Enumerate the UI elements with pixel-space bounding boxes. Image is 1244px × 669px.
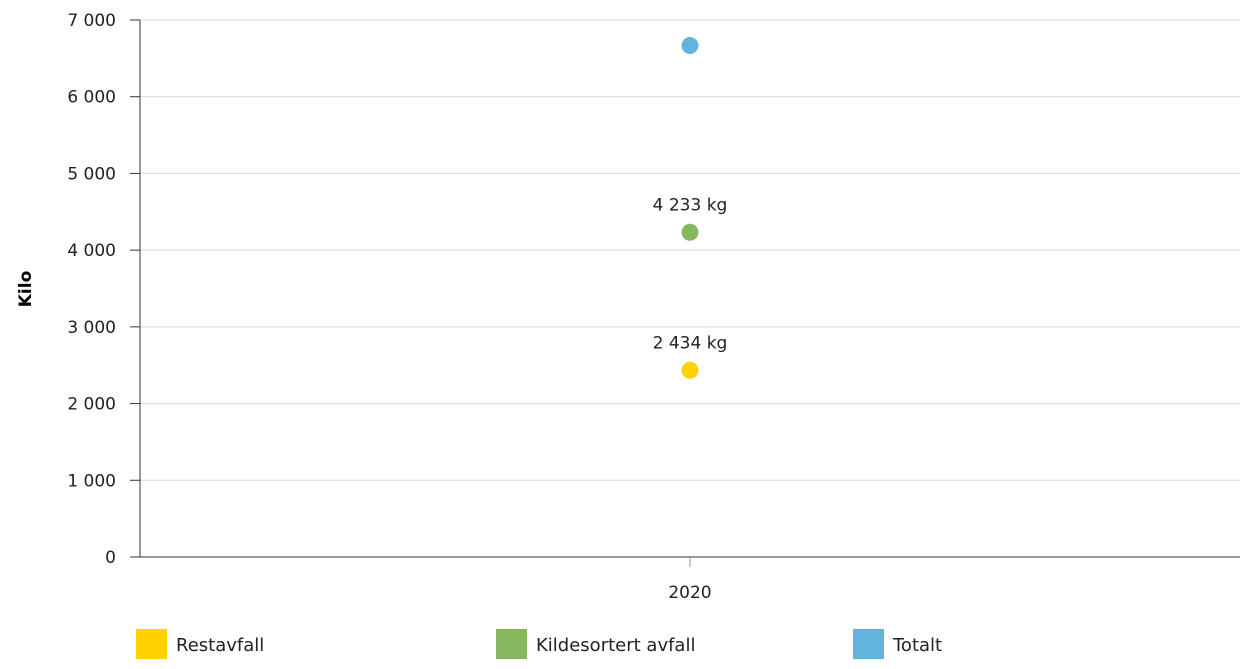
data-point-restavfall[interactable] [681, 361, 699, 379]
y-tick-label: 3 000 [67, 318, 116, 338]
data-label: 4 233 kg [653, 195, 728, 215]
data-labels: 2 434 kg 4 233 kg [653, 195, 728, 353]
y-tick-label: 5 000 [67, 164, 116, 184]
legend-label: Totalt [892, 635, 942, 656]
y-tick-label: 4 000 [67, 241, 116, 261]
legend: Restavfall Kildesortert avfall Totalt [136, 629, 942, 659]
data-points [681, 37, 699, 379]
y-tick-label: 2 000 [67, 395, 116, 415]
x-tick-label: 2020 [668, 583, 711, 603]
data-point-totalt[interactable] [681, 37, 699, 55]
legend-label: Kildesortert avfall [536, 635, 695, 656]
y-tick-label: 6 000 [67, 88, 116, 108]
legend-swatch [853, 629, 884, 659]
y-tick-label: 1 000 [67, 471, 116, 491]
y-tick-label: 0 [105, 548, 116, 568]
y-tick-label: 7 000 [67, 11, 116, 31]
legend-label: Restavfall [176, 635, 264, 656]
y-axis-title: Kilo [16, 271, 36, 308]
x-axis: 2020 [140, 556, 1240, 603]
legend-swatch [496, 629, 527, 659]
data-label: 2 434 kg [653, 333, 728, 353]
legend-item[interactable]: Restavfall [136, 629, 264, 659]
grid-lines [140, 19, 1240, 481]
legend-item[interactable]: Kildesortert avfall [496, 629, 695, 659]
legend-swatch [136, 629, 167, 659]
legend-item[interactable]: Totalt [853, 629, 942, 659]
y-axis: 0 1 000 2 000 3 000 4 000 5 000 6 000 7 000 [67, 11, 141, 568]
data-point-kildesortert-avfall[interactable] [681, 223, 699, 241]
